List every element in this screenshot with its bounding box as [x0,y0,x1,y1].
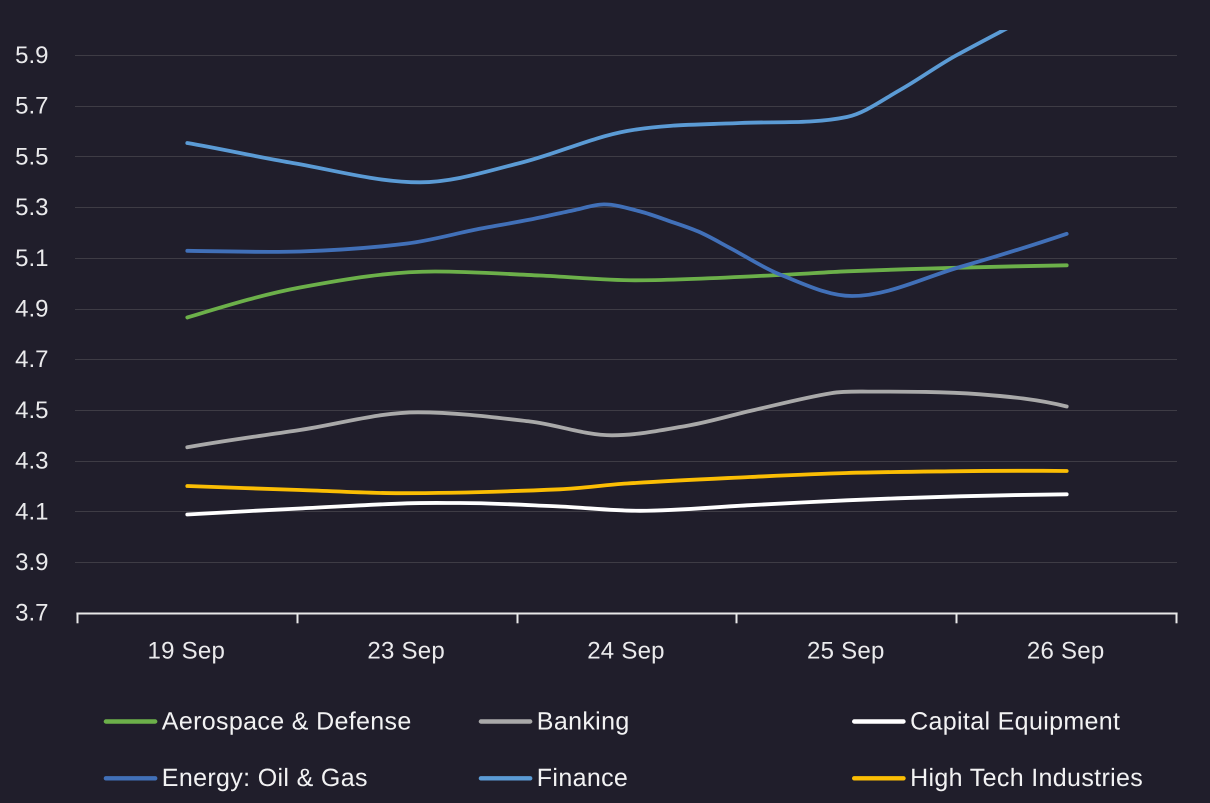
svg-text:5.7: 5.7 [15,93,48,120]
svg-text:4.9: 4.9 [15,296,48,323]
svg-text:4.5: 4.5 [15,397,48,424]
svg-text:Aerospace & Defense: Aerospace & Defense [162,707,412,735]
svg-text:4.7: 4.7 [15,346,48,373]
svg-text:Energy: Oil & Gas: Energy: Oil & Gas [162,764,368,792]
svg-text:23 Sep: 23 Sep [367,638,445,665]
svg-text:26 Sep: 26 Sep [1027,638,1105,665]
svg-text:4.3: 4.3 [15,448,48,475]
svg-text:4.1: 4.1 [15,498,48,525]
svg-text:24 Sep: 24 Sep [587,638,665,665]
svg-text:19 Sep: 19 Sep [148,638,226,665]
svg-text:3.9: 3.9 [15,549,48,576]
svg-text:5.1: 5.1 [15,245,48,272]
svg-text:Finance: Finance [537,764,628,792]
svg-text:3.7: 3.7 [15,600,48,627]
svg-text:Banking: Banking [537,707,630,735]
svg-text:High Tech Industries: High Tech Industries [910,764,1143,792]
svg-text:Capital Equipment: Capital Equipment [910,707,1120,735]
svg-text:5.9: 5.9 [15,42,48,69]
svg-text:5.3: 5.3 [15,194,48,221]
svg-text:25 Sep: 25 Sep [807,638,885,665]
svg-text:5.5: 5.5 [15,143,48,170]
